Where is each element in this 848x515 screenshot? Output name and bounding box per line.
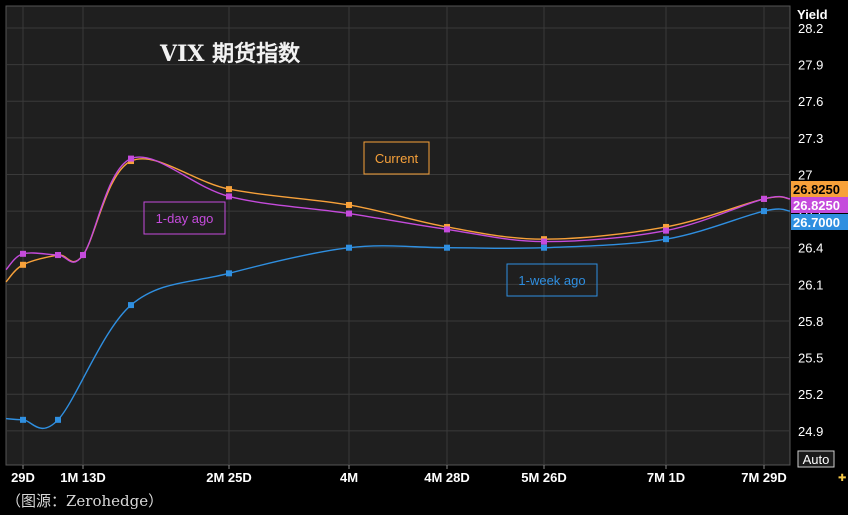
x-tick-label: 29D [11, 470, 35, 485]
legend-label-one_week: 1-week ago [518, 273, 585, 288]
legend-box-one_day: 1-day ago [143, 201, 226, 235]
y-tick-label: 28.2 [798, 21, 823, 36]
tag-bg [791, 197, 848, 213]
x-tick-label: 2M 25D [206, 470, 252, 485]
data-point-one_day [541, 238, 547, 245]
x-tick-label: 4M 28D [424, 470, 470, 485]
legend-box-current: Current [363, 141, 430, 175]
series-one_day [5, 155, 791, 271]
x-tick-label: 7M 29D [741, 470, 787, 485]
data-point-one_day [761, 195, 767, 202]
y-axis-title: Yield [797, 7, 828, 22]
data-point-one_day [444, 226, 450, 233]
data-point-one_week [541, 244, 547, 251]
auto-button-label: Auto [803, 452, 830, 467]
x-tick-label: 7M 1D [647, 470, 685, 485]
legend-label-current: Current [375, 151, 419, 166]
last-value-tag-current: 26.8250 [791, 181, 848, 197]
plot-area [5, 5, 791, 466]
y-tick-label: 27.6 [798, 94, 823, 109]
last-value-label-current: 26.8250 [793, 182, 840, 197]
auto-button-frame[interactable] [797, 450, 835, 468]
legend-label-one_day: 1-day ago [156, 211, 214, 226]
data-point-one_week [20, 416, 26, 423]
y-tick-label: 27.3 [798, 131, 823, 146]
data-point-one_week [226, 270, 232, 277]
last-value-tag-one_day: 26.8250 [791, 197, 848, 213]
y-tick-label: 26.1 [798, 277, 823, 292]
y-tick-label: 25.2 [798, 387, 823, 402]
data-point-current [226, 186, 232, 193]
y-tick-label: 26.4 [798, 241, 823, 256]
data-point-one_week [663, 236, 669, 243]
data-point-one_day [55, 252, 61, 259]
x-tick-label: 4M [340, 470, 358, 485]
last-value-label-one_day: 26.8250 [793, 198, 840, 213]
data-point-one_day [128, 155, 134, 162]
data-point-one_week [346, 244, 352, 251]
data-point-one_week [761, 208, 767, 215]
y-tick-label: 27.9 [798, 58, 823, 73]
data-point-one_week [55, 416, 61, 423]
resize-handle-icon: ✚ [838, 473, 846, 484]
legend-frame [506, 263, 598, 297]
data-point-one_day [663, 227, 669, 234]
x-tick-label: 1M 13D [60, 470, 106, 485]
data-point-current [20, 261, 26, 268]
last-value-tag-one_week: 26.7000 [791, 214, 848, 230]
data-point-current [663, 223, 669, 230]
y-tick-label: 24.9 [798, 424, 823, 439]
chart-title: VIX 期货指数 [159, 41, 301, 67]
y-tick-label: 25.5 [798, 351, 823, 366]
tag-bg [791, 181, 848, 197]
x-tick-label: 5M 26D [521, 470, 567, 485]
tag-bg [791, 214, 848, 230]
legend-box-one_week: 1-week ago [506, 263, 598, 297]
legend-frame [143, 201, 226, 235]
y-tick-label: 25.8 [798, 314, 823, 329]
data-point-one_day [346, 210, 352, 217]
auto-scale-button[interactable]: Auto [797, 450, 835, 468]
data-point-one_week [128, 302, 134, 309]
legend-frame [363, 141, 430, 175]
data-point-current [346, 201, 352, 208]
image-source-caption: （图源：Zerohedge） [6, 492, 164, 510]
data-point-one_week [444, 244, 450, 251]
data-point-one_day [20, 250, 26, 257]
data-point-one_day [80, 252, 86, 259]
last-value-label-one_week: 26.7000 [793, 215, 840, 230]
series-one_week [5, 208, 791, 429]
y-tick-label: 27 [798, 167, 812, 182]
data-point-one_day [226, 193, 232, 200]
